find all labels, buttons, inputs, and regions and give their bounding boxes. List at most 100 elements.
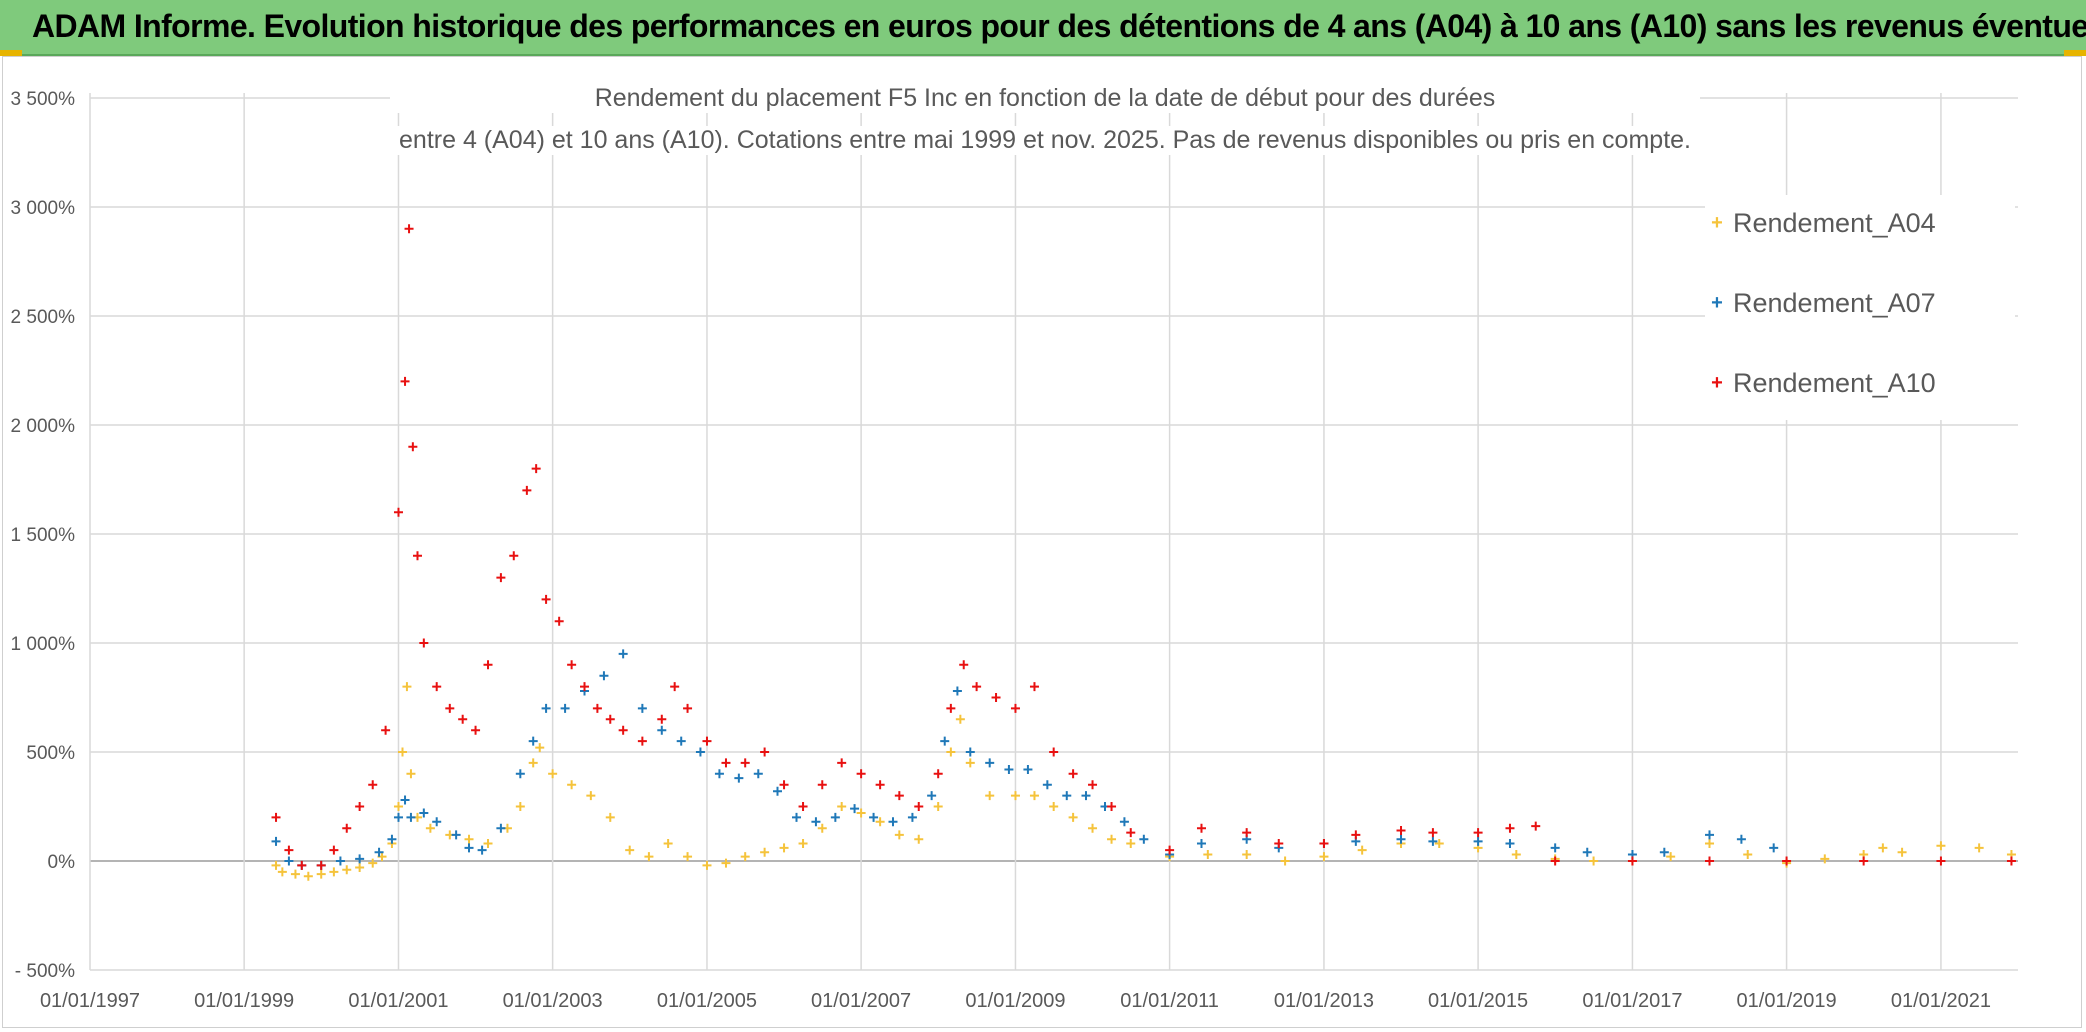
data-point <box>1782 856 1792 866</box>
data-point <box>393 507 403 517</box>
x-tick-label: 01/01/2009 <box>965 990 1065 1012</box>
data-point <box>702 860 712 870</box>
data-point <box>837 802 847 811</box>
data-point <box>714 769 724 779</box>
data-point <box>637 703 647 713</box>
data-point <box>355 854 365 864</box>
data-point <box>811 817 821 827</box>
data-point <box>1203 849 1213 859</box>
data-point <box>1351 830 1361 840</box>
data-point <box>1139 834 1149 844</box>
data-point <box>271 860 281 870</box>
data-point <box>1473 828 1483 838</box>
data-point <box>946 747 956 757</box>
data-point <box>400 376 410 386</box>
data-point <box>1705 830 1715 840</box>
data-point <box>605 812 615 822</box>
data-point <box>1242 828 1252 838</box>
y-tick-label: 500% <box>26 743 75 764</box>
data-point <box>445 703 455 713</box>
data-point <box>419 808 429 818</box>
x-tick-label: 01/01/1997 <box>40 990 140 1012</box>
x-tick-label: 01/01/2003 <box>503 990 603 1012</box>
axis-ticks: - 500% 0% 500% 1 000% 1 500% 2 000% 2 500% 3 00… <box>11 89 1991 1012</box>
data-point <box>271 812 281 822</box>
data-point <box>798 802 808 811</box>
data-point <box>1010 791 1020 801</box>
data-point <box>374 847 384 857</box>
data-point <box>406 812 416 822</box>
data-point <box>1242 849 1252 859</box>
data-point <box>721 858 731 868</box>
data-point <box>277 867 287 877</box>
chart-legend: + Rendement_A04 + Rendement_A07 + Rendem… <box>1705 195 2015 420</box>
data-point <box>952 686 962 696</box>
data-point <box>779 843 789 853</box>
data-point <box>342 823 352 833</box>
y-tick-label: 3 500% <box>11 89 76 110</box>
corner-accent <box>0 50 22 56</box>
data-point <box>907 812 917 822</box>
data-point <box>483 839 493 849</box>
data-point <box>381 725 391 735</box>
data-point <box>1049 747 1059 757</box>
data-point <box>535 743 545 753</box>
data-point <box>985 791 995 801</box>
data-point <box>1820 854 1830 864</box>
data-point <box>432 817 442 827</box>
data-point <box>972 682 982 692</box>
data-point <box>740 758 750 768</box>
data-point <box>355 863 365 873</box>
plus-marker-icon: + <box>1711 371 1723 394</box>
data-point <box>933 769 943 779</box>
data-point <box>580 682 590 692</box>
series-rendement-a07 <box>271 649 1779 870</box>
data-point <box>618 649 628 659</box>
data-point <box>1165 845 1175 855</box>
data-point <box>509 551 519 561</box>
data-point <box>1428 828 1438 838</box>
x-tick-label: 01/01/2007 <box>811 990 911 1012</box>
chart-frame <box>2 56 2082 1028</box>
data-point <box>817 780 827 790</box>
data-point <box>548 769 558 779</box>
data-point <box>554 616 564 626</box>
data-point <box>342 865 352 875</box>
data-point <box>991 693 1001 702</box>
data-point <box>850 804 860 814</box>
data-point <box>663 839 673 849</box>
data-point <box>592 703 602 713</box>
data-point <box>927 791 937 801</box>
data-point <box>1736 834 1746 844</box>
data-point <box>1550 843 1560 853</box>
data-point <box>297 860 307 870</box>
y-tick-label: 3 000% <box>11 198 76 219</box>
data-point <box>702 736 712 746</box>
data-point <box>1428 836 1438 846</box>
data-point <box>393 802 403 811</box>
data-point <box>798 839 808 849</box>
data-point <box>560 703 570 713</box>
data-point <box>760 747 770 757</box>
data-point <box>1582 847 1592 857</box>
data-point <box>1062 791 1072 801</box>
data-point <box>914 834 924 844</box>
data-point <box>393 812 403 822</box>
data-point <box>1769 843 1779 853</box>
data-point <box>875 780 885 790</box>
data-point <box>1068 769 1078 779</box>
data-point <box>779 780 789 790</box>
data-point <box>329 845 339 855</box>
data-point <box>1936 856 1946 866</box>
data-point <box>1004 764 1014 774</box>
data-point <box>400 795 410 805</box>
grid-layer <box>89 93 2018 971</box>
data-point <box>1659 847 1669 857</box>
data-point <box>432 682 442 692</box>
data-point <box>284 856 294 866</box>
x-tick-label: 01/01/2011 <box>1120 990 1219 1012</box>
data-point <box>670 682 680 692</box>
data-point <box>1126 828 1136 838</box>
plus-marker-icon: + <box>1711 291 1723 314</box>
data-point <box>1196 839 1206 849</box>
